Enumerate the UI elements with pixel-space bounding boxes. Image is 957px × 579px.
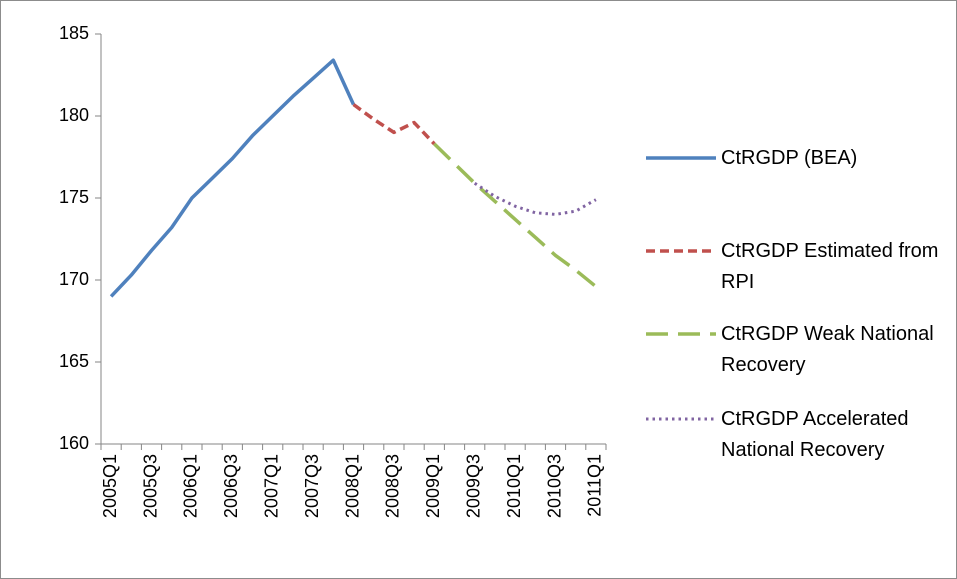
y-tick-label: 170 <box>59 269 89 289</box>
x-tick-label: 2006Q1 <box>181 454 201 518</box>
y-tick-label: 165 <box>59 351 89 371</box>
x-tick-label: 2011Q1 <box>585 454 605 517</box>
legend-label: CtRGDP Accelerated National Recovery <box>721 407 909 461</box>
x-tick-label: 2005Q1 <box>100 454 120 518</box>
y-tick-label: 175 <box>59 187 89 207</box>
x-tick-label: 2010Q1 <box>504 454 524 518</box>
x-tick-label: 2007Q3 <box>302 454 322 518</box>
series-line <box>352 103 436 146</box>
x-tick-label: 2010Q3 <box>544 454 564 518</box>
legend-label: CtRGDP Estimated from RPI <box>721 239 939 293</box>
x-tick-label: 2007Q1 <box>261 454 281 518</box>
x-tick-label: 2009Q3 <box>463 454 483 518</box>
legend-label: CtRGDP (BEA) <box>721 146 858 169</box>
x-tick-label: 2008Q1 <box>342 454 362 518</box>
y-tick-label: 160 <box>59 433 89 453</box>
x-tick-label: 2008Q3 <box>383 454 403 518</box>
series-line <box>433 142 598 288</box>
legend-label: CtRGDP Weak National Recovery <box>721 322 934 376</box>
x-tick-label: 2005Q3 <box>140 454 160 518</box>
x-tick-label: 2006Q3 <box>221 454 241 518</box>
y-tick-label: 185 <box>59 23 89 43</box>
series-line <box>109 58 356 298</box>
y-tick-label: 180 <box>59 105 89 125</box>
x-tick-label: 2009Q1 <box>423 454 443 518</box>
